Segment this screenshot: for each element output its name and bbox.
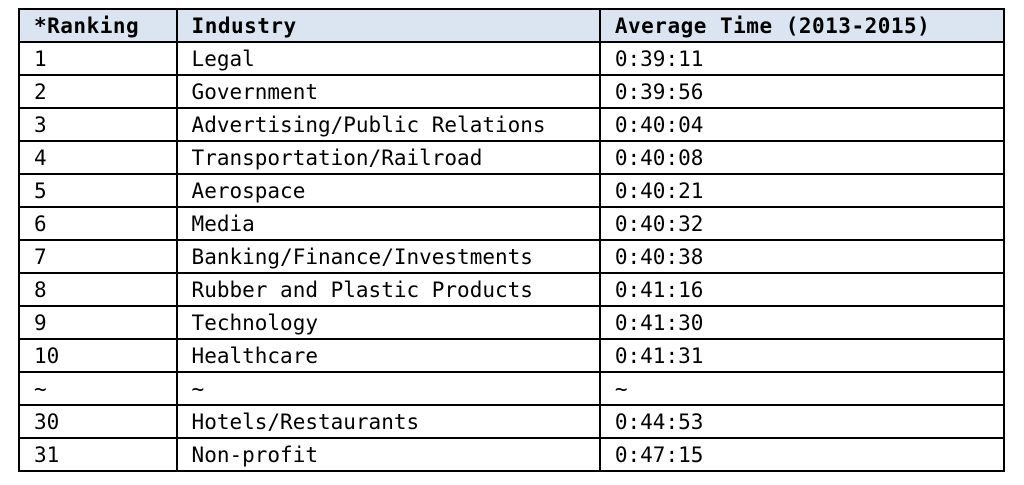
table-row: 31 Non-profit 0:47:15 xyxy=(18,437,1006,472)
table-cell: 30 xyxy=(18,404,178,439)
table-cell: Government xyxy=(175,74,601,109)
table-cell: ~ xyxy=(175,371,601,406)
table-cell: Non-profit xyxy=(175,437,601,472)
table-row: ~ ~ ~ xyxy=(18,371,1006,406)
table-cell: ~ xyxy=(18,371,178,406)
header-cell: Industry xyxy=(175,8,601,43)
table-row: 5 Aerospace 0:40:21 xyxy=(18,173,1006,208)
header-cell: Average Time (2013-2015) xyxy=(598,8,1006,43)
table-cell: 0:44:53 xyxy=(598,404,1006,439)
table-row: 8 Rubber and Plastic Products 0:41:16 xyxy=(18,272,1006,307)
table-cell: 3 xyxy=(18,107,178,142)
table-cell: 0:41:31 xyxy=(598,338,1006,373)
table-cell: Transportation/Railroad xyxy=(175,140,601,175)
table-cell: 8 xyxy=(18,272,178,307)
table-cell: 0:39:56 xyxy=(598,74,1006,109)
table-row: 1 Legal 0:39:11 xyxy=(18,41,1006,76)
table-row: 6 Media 0:40:32 xyxy=(18,206,1006,241)
table-row: 3 Advertising/Public Relations 0:40:04 xyxy=(18,107,1006,142)
table-cell: Aerospace xyxy=(175,173,601,208)
table-cell: Media xyxy=(175,206,601,241)
table-cell: 10 xyxy=(18,338,178,373)
table-row: 30 Hotels/Restaurants 0:44:53 xyxy=(18,404,1006,439)
table-cell: Banking/Finance/Investments xyxy=(175,239,601,274)
table-cell: 31 xyxy=(18,437,178,472)
table-cell: 0:41:16 xyxy=(598,272,1006,307)
table-cell: Legal xyxy=(175,41,601,76)
table-row: 4 Transportation/Railroad 0:40:08 xyxy=(18,140,1006,175)
table-cell: 0:40:21 xyxy=(598,173,1006,208)
table-cell: 0:40:38 xyxy=(598,239,1006,274)
table-cell: 0:41:30 xyxy=(598,305,1006,340)
table-row: 9 Technology 0:41:30 xyxy=(18,305,1006,340)
table-cell: Technology xyxy=(175,305,601,340)
table-cell: 2 xyxy=(18,74,178,109)
table-cell: 0:39:11 xyxy=(598,41,1006,76)
table-cell: 0:47:15 xyxy=(598,437,1006,472)
table-row: 7 Banking/Finance/Investments 0:40:38 xyxy=(18,239,1006,274)
table-cell: 7 xyxy=(18,239,178,274)
table-row: 10 Healthcare 0:41:31 xyxy=(18,338,1006,373)
table-row: 2 Government 0:39:56 xyxy=(18,74,1006,109)
ranking-table: *Ranking Industry Average Time (2013-2015)… xyxy=(18,8,1006,472)
table-cell: Hotels/Restaurants xyxy=(175,404,601,439)
table-cell: 4 xyxy=(18,140,178,175)
table-cell: 1 xyxy=(18,41,178,76)
table-cell: 9 xyxy=(18,305,178,340)
table-cell: 0:40:32 xyxy=(598,206,1006,241)
table-cell: Advertising/Public Relations xyxy=(175,107,601,142)
table-cell: 6 xyxy=(18,206,178,241)
table-cell: Healthcare xyxy=(175,338,601,373)
table-body: 1 Legal 0:39:11 2 Government 0:39:56 3 Advertis… xyxy=(18,41,1006,472)
header-cell: *Ranking xyxy=(18,8,178,43)
table-cell: 5 xyxy=(18,173,178,208)
header-row: *Ranking Industry Average Time (2013-2015) xyxy=(18,8,1006,43)
table-cell: 0:40:08 xyxy=(598,140,1006,175)
table-cell: Rubber and Plastic Products xyxy=(175,272,601,307)
table-cell: 0:40:04 xyxy=(598,107,1006,142)
table-cell: ~ xyxy=(598,371,1006,406)
